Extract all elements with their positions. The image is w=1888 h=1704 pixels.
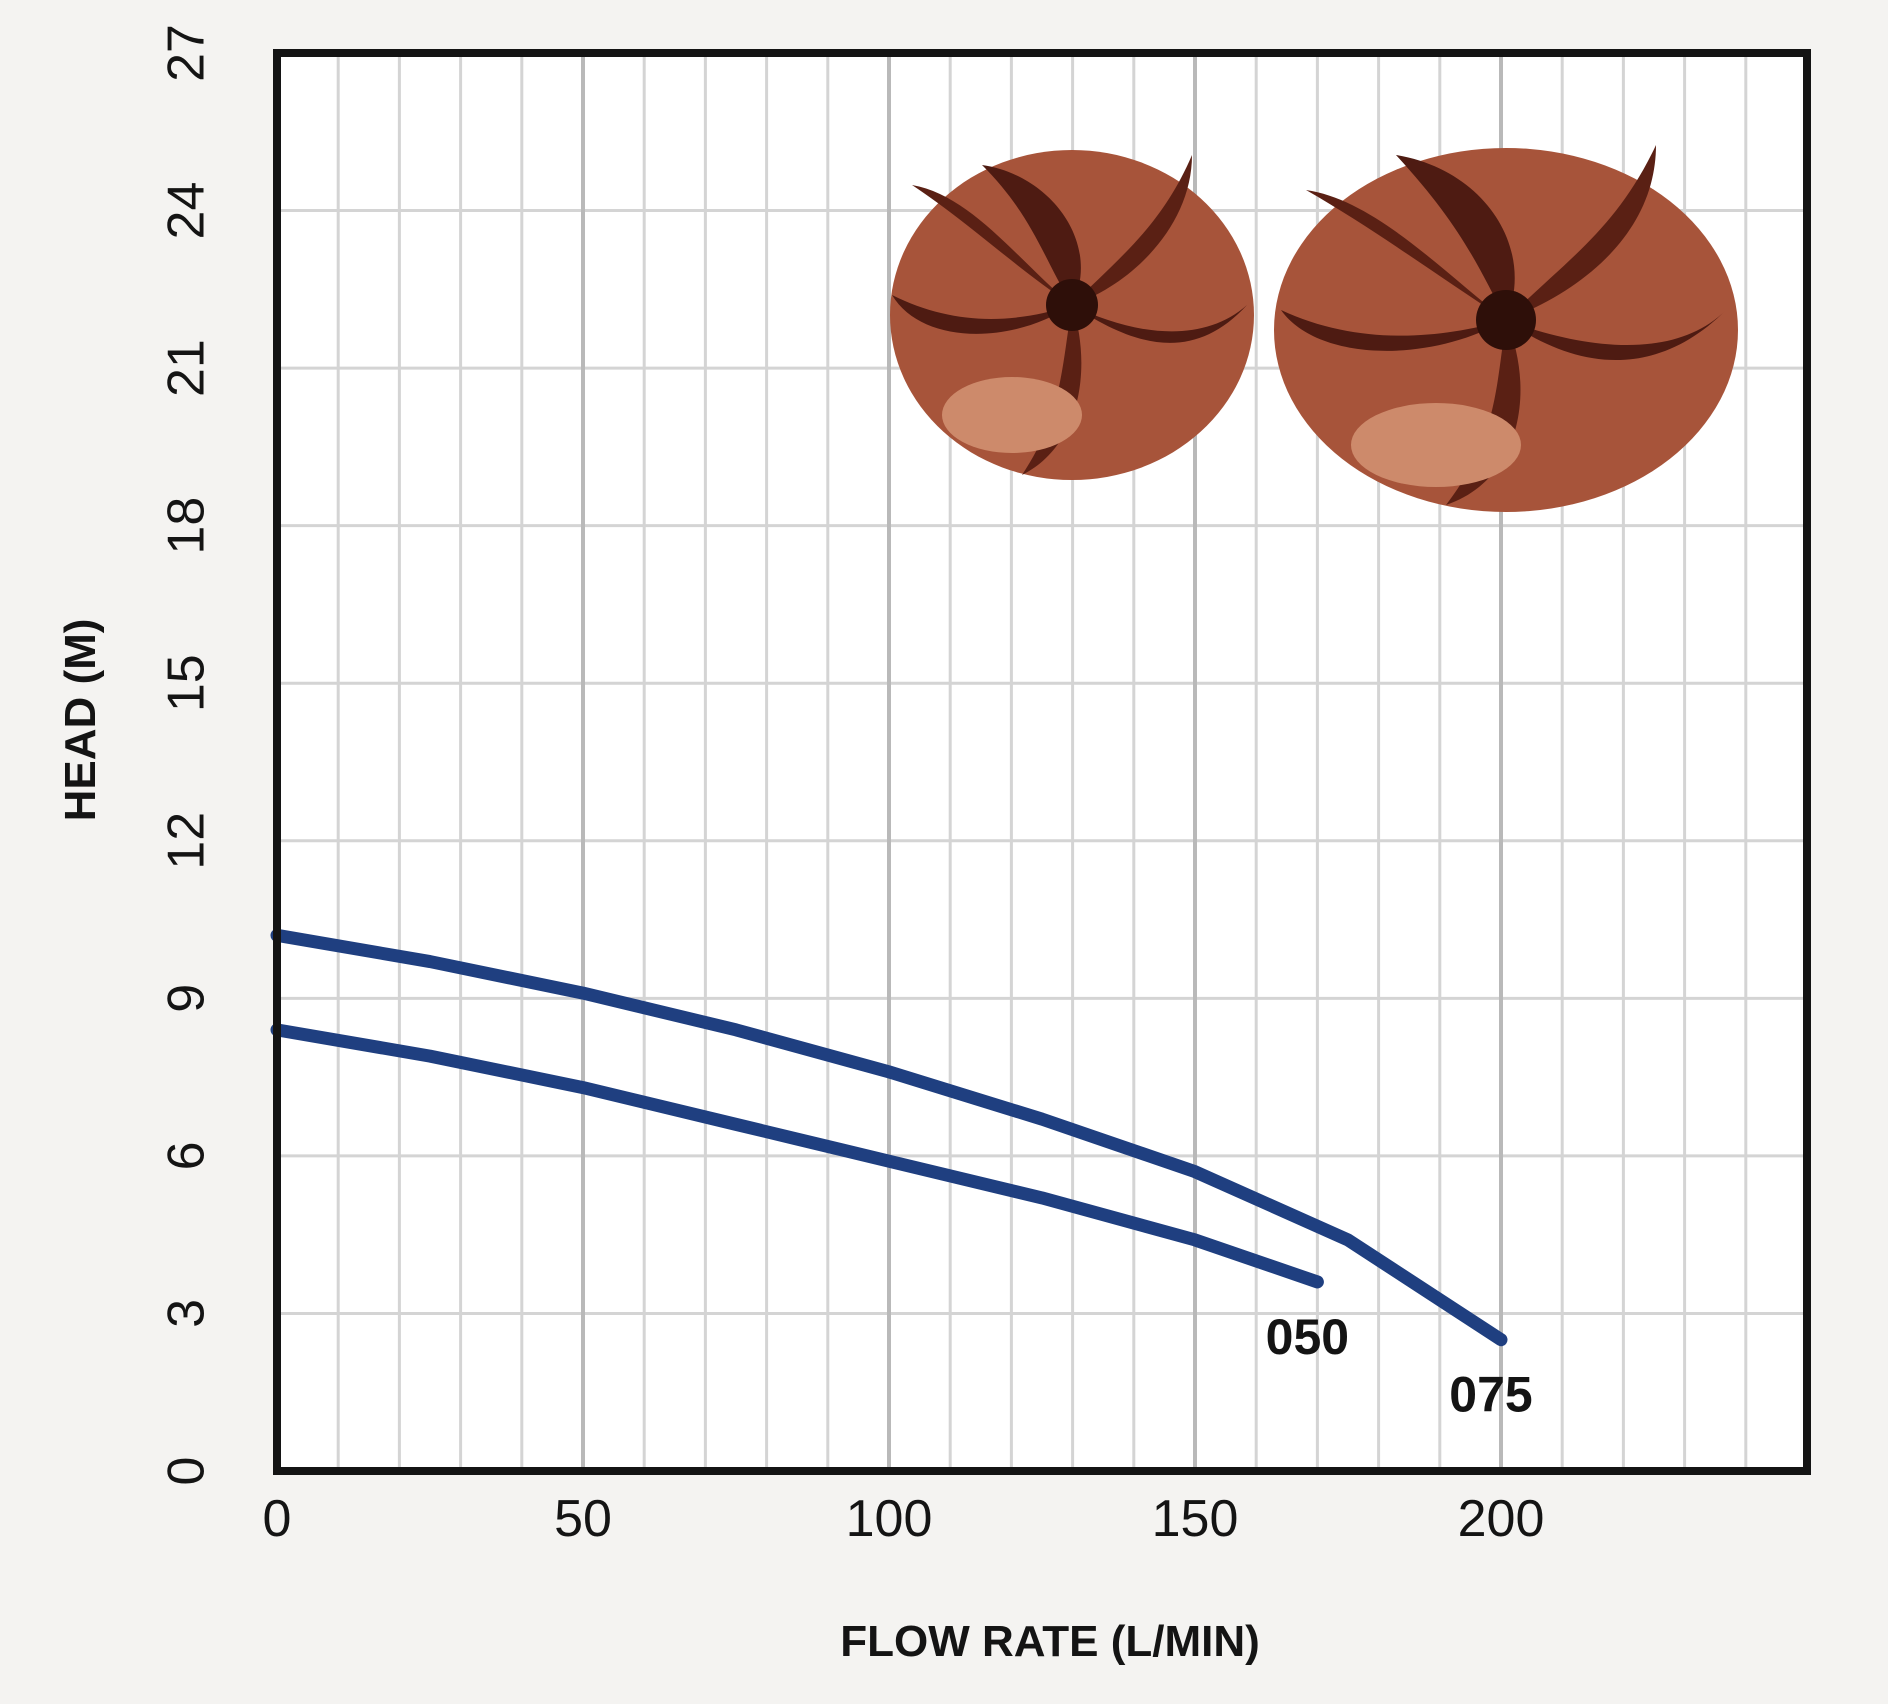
y-tick-label: 0: [158, 1457, 216, 1486]
y-tick-label: 3: [158, 1299, 216, 1328]
y-tick-label: 18: [158, 497, 216, 555]
series-label-050: 050: [1266, 1309, 1349, 1365]
y-tick-labels: 0 3 6 9 12 15 18 21 24 27: [158, 24, 216, 1485]
series-layer: [270, 928, 1508, 1347]
y-tick-label: 24: [158, 182, 216, 240]
x-tick-label: 0: [263, 1490, 292, 1548]
series-label-075: 075: [1449, 1367, 1532, 1423]
y-tick-label: 6: [158, 1141, 216, 1170]
x-tick-label: 50: [554, 1490, 612, 1548]
plot-frame: [273, 49, 1811, 1475]
y-tick-label: 27: [158, 24, 216, 82]
x-tick-label: 100: [846, 1490, 933, 1548]
impeller-images: [890, 145, 1738, 512]
x-tick-labels: 0 50 100 150 200: [263, 1490, 1545, 1548]
y-tick-label: 15: [158, 654, 216, 712]
series-line-075: [270, 928, 1508, 1347]
x-axis-title: FLOW RATE (L/MIN): [840, 1617, 1260, 1666]
impeller-050-image: [890, 150, 1254, 480]
series-line-050: [270, 1023, 1324, 1289]
x-tick-label: 200: [1458, 1490, 1545, 1548]
x-tick-label: 150: [1152, 1490, 1239, 1548]
impeller-075-image: [1274, 145, 1738, 512]
y-tick-label: 9: [158, 984, 216, 1013]
series-labels: 050 075: [1266, 1309, 1533, 1423]
y-tick-label: 21: [158, 339, 216, 397]
y-tick-label: 12: [158, 812, 216, 870]
y-axis-title: HEAD (M): [56, 619, 105, 822]
